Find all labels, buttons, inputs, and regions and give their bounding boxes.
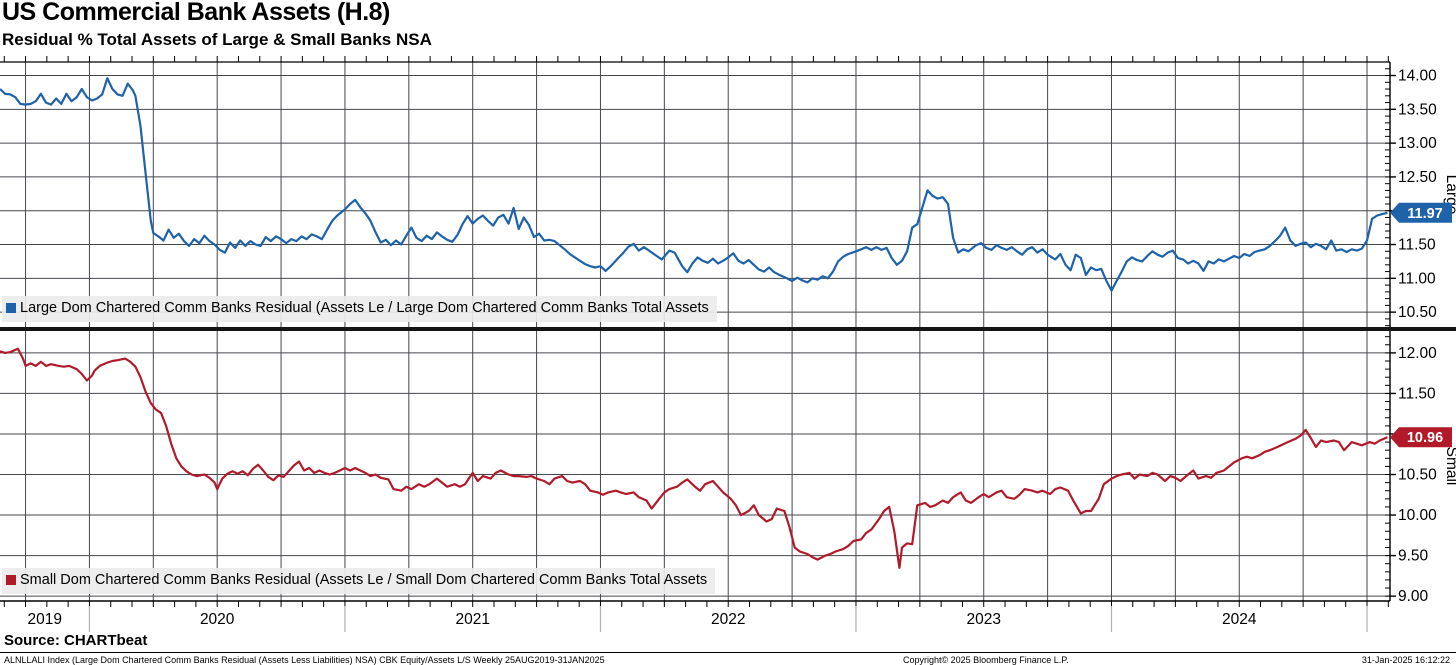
footer-divider: [0, 652, 1456, 653]
legend-small-marker: [6, 575, 16, 585]
series-line-small: [0, 347, 1388, 569]
y-tick-label: 13.50: [1398, 101, 1437, 118]
x-year-label: 2019: [27, 611, 61, 628]
legend-small-label: Small Dom Chartered Comm Banks Residual …: [20, 572, 708, 588]
svg-text:11.97: 11.97: [1407, 206, 1443, 222]
x-year-label: 2021: [455, 611, 489, 628]
y-tick-label: 11.50: [1398, 385, 1436, 402]
copyright-text: Copyright© 2025 Bloomberg Finance L.P.: [903, 655, 1069, 665]
y-tick-label: 14.00: [1398, 68, 1437, 85]
x-year-label: 2020: [200, 611, 235, 628]
y-tick-label: 11.00: [1398, 270, 1436, 287]
legend-large-label: Large Dom Chartered Comm Banks Residual …: [20, 300, 709, 316]
value-badge-small: 10.96: [1390, 427, 1452, 448]
legend-large-banks: Large Dom Chartered Comm Banks Residual …: [2, 296, 717, 322]
y-tick-label: 12.50: [1398, 169, 1437, 186]
index-note: ALNLLALI Index (Large Dom Chartered Comm…: [4, 655, 605, 665]
timestamp-text: 31-Jan-2025 16:12:22: [1361, 655, 1450, 665]
y-tick-label: 12.00: [1398, 345, 1437, 362]
source-label: Source: CHARTbeat: [4, 632, 148, 649]
panel-divider: [0, 327, 1456, 331]
legend-large-marker: [6, 303, 16, 313]
chart-canvas: 10.50 11.00 11.50 12.00 12.50 13.00 13.50 14.00…: [0, 56, 1456, 632]
y-tick-label: 10.50: [1398, 304, 1437, 321]
y-tick-label: 10.00: [1398, 507, 1437, 524]
y-tick-label: 11.50: [1398, 237, 1436, 254]
gridlines-large: [0, 62, 1390, 327]
svg-text:10.96: 10.96: [1407, 430, 1443, 446]
top-axis: [0, 56, 1390, 63]
x-axis: 2019 2020 2021 2022 2023 2024: [0, 600, 1390, 632]
x-year-label: 2023: [966, 611, 1000, 628]
y-tick-label: 9.50: [1398, 548, 1429, 565]
y-tick-label: 9.00: [1398, 588, 1429, 605]
y-tick-label: 13.00: [1398, 135, 1437, 152]
page-title: US Commercial Bank Assets (H.8): [2, 0, 390, 26]
chart-subtitle: Residual % Total Assets of Large & Small…: [2, 30, 432, 49]
gridlines-small: [0, 331, 1390, 601]
series-line-large: [0, 77, 1388, 292]
panel-axis-title-small: Small: [1443, 447, 1456, 486]
x-year-label: 2022: [711, 611, 745, 628]
y-tick-label: 10.50: [1398, 467, 1437, 484]
value-badge-large: 11.97: [1390, 202, 1452, 223]
x-year-label: 2024: [1222, 611, 1257, 628]
legend-small-banks: Small Dom Chartered Comm Banks Residual …: [2, 568, 716, 594]
